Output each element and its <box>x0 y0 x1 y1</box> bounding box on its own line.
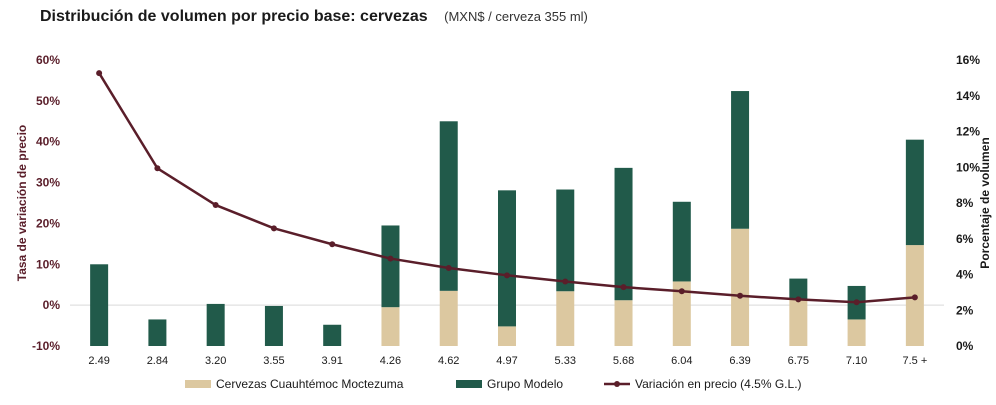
legend-swatch-cuauhtemoc-moctezuma <box>185 380 211 388</box>
y-right-tick-label: 6% <box>956 232 974 246</box>
y-right-axis-title: Porcentaje de volumen <box>978 137 992 268</box>
line-point <box>445 264 452 271</box>
y-right-tick-label: 10% <box>956 160 980 174</box>
legend-label-variacion-en-precio: Variación en precio (4.5% G.L.) <box>635 377 802 391</box>
bar-cuauhtemoc-moctezuma <box>439 290 458 346</box>
y-right-tick-label: 2% <box>956 303 974 317</box>
bar-grupo-modelo <box>264 305 283 346</box>
y-right-tick-label: 16% <box>956 53 980 67</box>
legend-label-cuauhtemoc-moctezuma: Cervezas Cuauhtémoc Moctezuma <box>216 377 404 391</box>
y-right-tick-label: 12% <box>956 125 980 139</box>
x-tick-label: 3.20 <box>205 355 226 367</box>
bar-grupo-modelo <box>206 303 225 346</box>
y-right-tick-label: 0% <box>956 339 974 353</box>
x-tick-label: 7.10 <box>846 355 867 367</box>
line-point <box>795 296 802 303</box>
y-left-tick-label: 30% <box>36 176 60 190</box>
legend-label-grupo-modelo: Grupo Modelo <box>487 377 563 391</box>
bar-grupo-modelo <box>498 190 516 327</box>
bar-grupo-modelo <box>381 225 400 308</box>
line-point <box>154 165 161 172</box>
bar-grupo-modelo <box>672 201 691 282</box>
y-left-tick-label: 10% <box>36 257 60 271</box>
legend-swatch-grupo-modelo <box>456 380 482 388</box>
bar-cuauhtemoc-moctezuma <box>614 300 633 346</box>
x-tick-label: 5.68 <box>613 355 634 367</box>
bar-grupo-modelo <box>789 278 808 300</box>
bar-cuauhtemoc-moctezuma <box>672 281 691 346</box>
bar-cuauhtemoc-moctezuma <box>556 291 575 346</box>
x-tick-label: 3.55 <box>263 355 284 367</box>
x-tick-label: 5.33 <box>555 355 576 367</box>
x-tick-label: 4.26 <box>380 355 401 367</box>
y-left-tick-label: 0% <box>43 298 61 312</box>
bar-cuauhtemoc-moctezuma <box>381 307 400 346</box>
bar-grupo-modelo <box>556 189 575 292</box>
x-tick-label: 6.39 <box>729 355 750 367</box>
x-tick-label: 6.75 <box>788 355 809 367</box>
chart-subtitle: (MXN$ / cerveza 355 ml) <box>444 9 588 24</box>
y-left-axis-title: Tasa de variación de precio <box>15 125 29 282</box>
line-point <box>270 225 277 232</box>
y-left-tick-label: 20% <box>36 216 60 230</box>
y-right-tick-label: 8% <box>956 196 974 210</box>
line-point <box>504 272 510 279</box>
line-point <box>212 202 219 209</box>
bar-grupo-modelo <box>148 319 167 346</box>
x-tick-label: 3.91 <box>321 355 342 367</box>
chart-title: Distribución de volumen por precio base:… <box>40 8 428 25</box>
y-left-tick-label: 60% <box>36 53 60 67</box>
line-point <box>853 299 860 306</box>
bar-cuauhtemoc-moctezuma <box>847 319 866 346</box>
line-point <box>329 241 336 248</box>
line-point <box>620 284 627 291</box>
legend-swatch-variacion-point <box>614 381 620 387</box>
bar-grupo-modelo <box>614 167 633 301</box>
line-point <box>678 288 685 295</box>
x-tick-label: 2.49 <box>88 355 109 367</box>
line-point <box>562 278 569 285</box>
x-tick-label: 6.04 <box>671 355 692 367</box>
line-point <box>96 70 103 77</box>
x-tick-label: 7.5 + <box>902 355 927 367</box>
bar-cuauhtemoc-moctezuma <box>731 228 750 346</box>
y-left-tick-label: 40% <box>36 135 60 149</box>
bar-grupo-modelo <box>905 139 924 246</box>
bar-grupo-modelo <box>323 324 342 346</box>
chart-title-row: Distribución de volumen por precio base:… <box>40 8 588 26</box>
bar-cuauhtemoc-moctezuma <box>498 326 516 346</box>
y-right-tick-label: 14% <box>956 89 980 103</box>
line-point <box>387 255 394 262</box>
bar-grupo-modelo <box>90 264 109 346</box>
line-point <box>911 294 918 301</box>
bar-grupo-modelo <box>731 91 750 229</box>
y-right-tick-label: 4% <box>956 268 974 282</box>
x-tick-label: 4.97 <box>496 355 517 367</box>
line-point <box>737 292 744 299</box>
y-left-tick-label: 50% <box>36 94 60 108</box>
bar-cuauhtemoc-moctezuma <box>789 299 808 346</box>
x-tick-label: 2.84 <box>147 355 168 367</box>
x-tick-label: 4.62 <box>438 355 459 367</box>
bar-grupo-modelo <box>439 121 458 291</box>
y-left-tick-label: -10% <box>32 339 60 353</box>
